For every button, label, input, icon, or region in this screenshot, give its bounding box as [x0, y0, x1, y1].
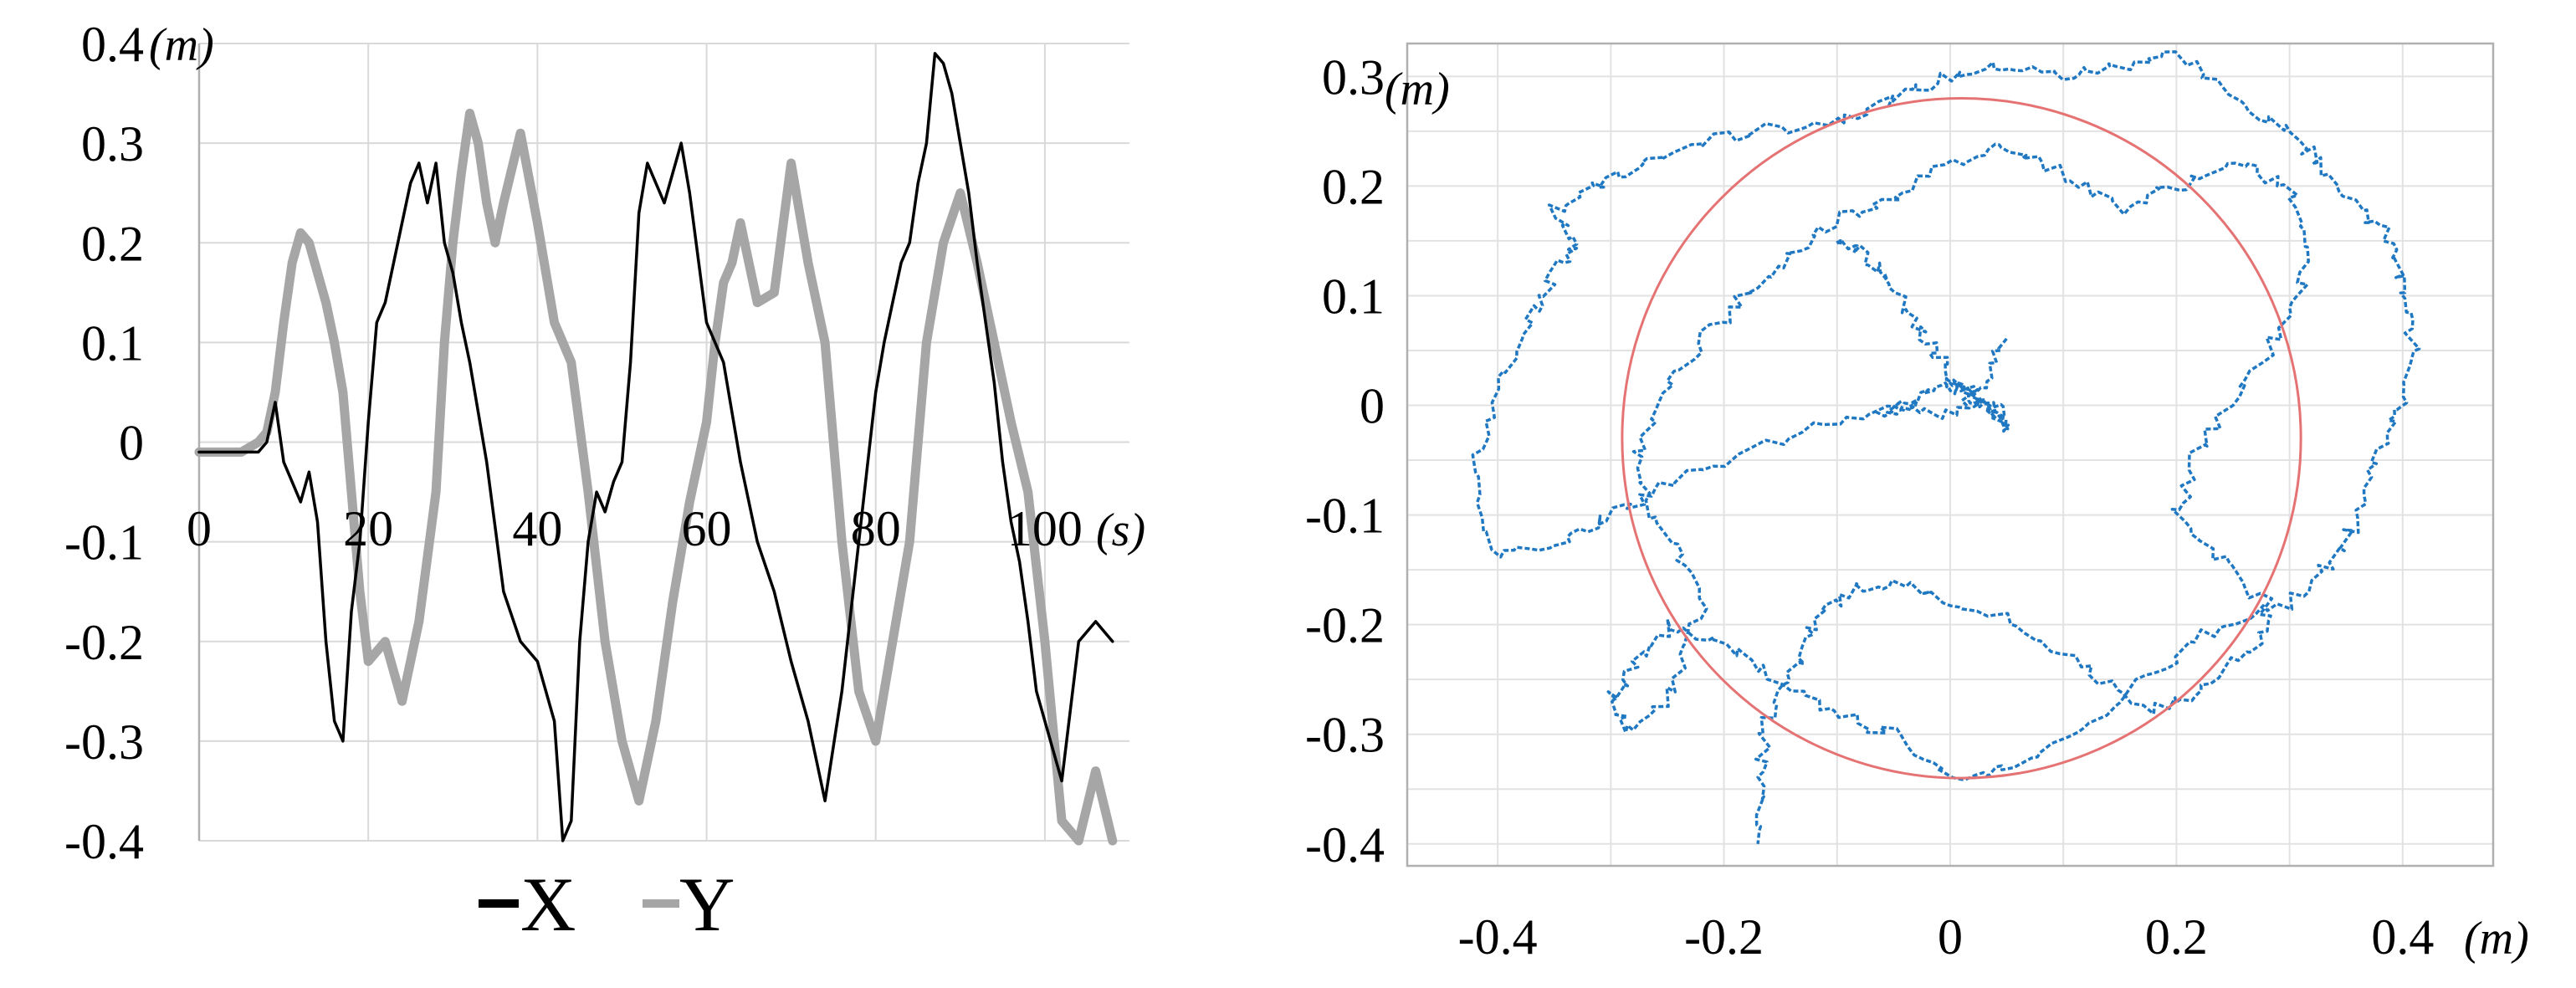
right-x-tick-label: -0.4 [1458, 909, 1538, 965]
left-y-tick-label: -0.1 [64, 515, 144, 571]
right-x-unit: (m) [2464, 913, 2529, 965]
right-x-tick-label: -0.2 [1684, 909, 1764, 965]
right-x-tick-label: 0.4 [2371, 909, 2434, 965]
legend-y-label: Y [679, 862, 735, 947]
right-y-tick-label: 0 [1360, 379, 1385, 434]
right-y-tick-label: 0.1 [1322, 269, 1385, 324]
right-x-tick-label: 0.2 [2145, 909, 2208, 965]
left-x-tick-label: 40 [512, 501, 562, 556]
right-chart-trajectory: 0.30.20.10-0.1-0.2-0.3-0.4 -0.4 -0.2 0 0.2 0… [1305, 42, 2529, 965]
right-y-tick-label: 0.2 [1322, 159, 1385, 214]
left-x-tick-label: 60 [682, 501, 732, 556]
left-y-tick-labels: 0.4 0.3 0.2 0.1 0 -0.1 -0.2 -0.3 -0.4 [64, 17, 144, 869]
left-grid [197, 43, 1129, 842]
left-y-tick-label: -0.2 [64, 615, 144, 670]
left-y-tick-label: 0.4 [81, 17, 144, 72]
left-chart-time-series: 0.4 0.3 0.2 0.1 0 -0.1 -0.2 -0.3 -0.4 0 20 40 60 80 1… [64, 17, 1145, 947]
left-x-tick-label: 20 [343, 501, 393, 556]
right-y-tick-label: -0.2 [1305, 598, 1385, 653]
left-x-tick-labels: 0 20 40 60 80 100 [187, 501, 1083, 556]
left-y-tick-label: -0.3 [64, 714, 144, 770]
right-trajectory-layer [1471, 50, 2421, 844]
right-x-tick-label: 0 [1938, 909, 1963, 965]
left-x-tick-label: 80 [851, 501, 901, 556]
right-y-tick-label: -0.4 [1305, 817, 1385, 873]
fit-circle [1621, 97, 2302, 780]
left-y-tick-label: 0.2 [81, 216, 144, 271]
right-y-tick-labels: 0.3 0.2 0.1 0 -0.1 -0.2 -0.3 -0.4 [1305, 49, 1385, 872]
series-line-y [194, 108, 1118, 846]
trajectory-path [1471, 50, 2421, 844]
left-series-layer [194, 52, 1118, 846]
left-y-unit: (m) [149, 19, 214, 71]
left-x-unit: (s) [1096, 504, 1145, 556]
left-y-tick-label: 0.3 [81, 116, 144, 171]
legend-x-label: X [520, 862, 576, 947]
left-legend: X Y [479, 862, 735, 947]
right-x-tick-labels: -0.4 -0.2 0 0.2 0.4 [1458, 909, 2435, 965]
series-line-x [197, 52, 1114, 842]
right-y-unit: (m) [1385, 64, 1450, 115]
right-grid [1406, 42, 2495, 868]
right-y-tick-label: -0.1 [1305, 489, 1385, 544]
left-y-tick-label: -0.4 [64, 814, 144, 869]
left-x-tick-label: 100 [1007, 501, 1083, 556]
right-plot-frame [1406, 42, 2495, 868]
trajectory-path [1836, 238, 2010, 433]
left-y-tick-label: 0.1 [81, 315, 144, 371]
right-y-tick-label: -0.3 [1305, 708, 1385, 763]
right-y-tick-label: 0.3 [1322, 49, 1385, 105]
left-y-tick-label: 0 [119, 416, 144, 471]
left-x-tick-label: 0 [187, 501, 212, 556]
